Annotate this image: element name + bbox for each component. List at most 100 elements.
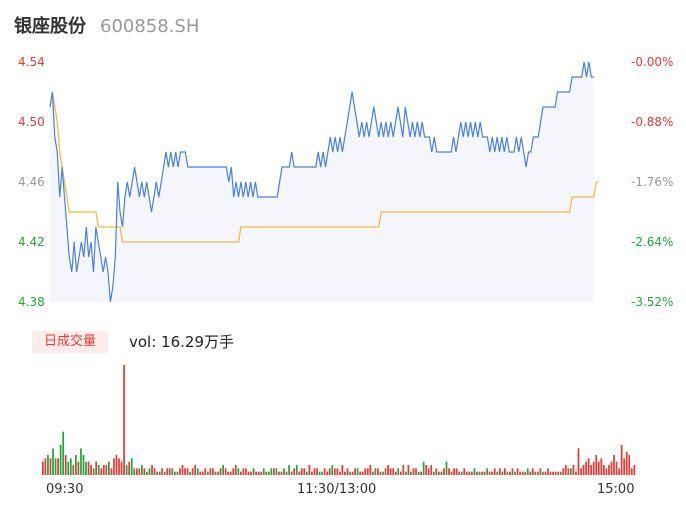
volume-bar xyxy=(445,461,448,475)
volume-bar xyxy=(306,471,308,475)
volume-bar xyxy=(82,455,85,475)
volume-bar xyxy=(265,471,268,475)
volume-bar xyxy=(339,471,341,475)
volume-bar xyxy=(537,471,539,475)
volume-bar xyxy=(181,465,184,475)
volume-bar xyxy=(623,458,626,475)
volume-bar xyxy=(455,468,458,475)
volume-bar xyxy=(590,465,593,475)
volume-bar xyxy=(90,465,92,475)
volume-bar xyxy=(511,468,514,475)
stock-name: 银座股份 xyxy=(14,16,86,37)
volume-bar xyxy=(300,468,303,475)
volume-bar xyxy=(361,471,364,475)
volume-bar xyxy=(204,468,207,475)
volume-bar xyxy=(148,468,151,475)
volume-bar xyxy=(201,471,204,475)
volume-bar xyxy=(600,458,603,475)
volume-bar xyxy=(247,471,250,475)
volume-bar xyxy=(585,461,587,475)
volume-bar xyxy=(207,471,209,475)
volume-bar xyxy=(270,468,273,475)
volume-bar xyxy=(415,468,417,475)
volume-bar xyxy=(486,468,488,475)
volume-bar xyxy=(285,471,288,475)
volume-bar xyxy=(318,471,321,475)
volume-bar xyxy=(481,471,483,475)
volume-bar xyxy=(245,468,247,475)
volume-bar xyxy=(278,471,280,475)
volume-bar xyxy=(275,468,278,475)
volume-bar xyxy=(577,448,580,475)
volume-bar xyxy=(597,461,600,475)
volume-bar xyxy=(44,458,47,475)
volume-bars xyxy=(42,365,636,475)
volume-bar xyxy=(567,468,570,475)
volume-bar xyxy=(102,465,105,475)
volume-bar xyxy=(554,471,557,475)
volume-bar xyxy=(321,471,323,475)
volume-bar xyxy=(222,465,224,475)
volume-bar xyxy=(341,465,344,475)
volume-bar xyxy=(458,471,461,475)
volume-bar xyxy=(435,468,438,475)
volume-bar xyxy=(410,471,412,475)
volume-bar xyxy=(412,468,415,475)
volume-bar xyxy=(237,468,240,475)
volume-bar xyxy=(359,471,362,475)
x-tick-label: 15:00 xyxy=(597,482,635,497)
volume-bar xyxy=(443,468,445,475)
volume-bar xyxy=(260,471,263,475)
volume-bar xyxy=(620,445,623,475)
volume-bar xyxy=(438,471,440,475)
volume-bar xyxy=(138,468,141,475)
volume-bar xyxy=(92,468,95,475)
volume-bar xyxy=(67,461,70,475)
volume-bar xyxy=(465,471,468,475)
volume-bar xyxy=(471,471,473,475)
volume-bar xyxy=(346,468,349,475)
title-row: 银座股份 600858.SH xyxy=(14,12,199,38)
volume-bar xyxy=(544,471,547,475)
volume-bar xyxy=(526,468,529,475)
volume-bar xyxy=(290,471,293,475)
volume-bar xyxy=(450,471,453,475)
volume-bar xyxy=(399,471,402,475)
volume-bar xyxy=(64,455,67,475)
pct-tick-label: -1.76% xyxy=(631,175,674,189)
y-tick-label: 4.46 xyxy=(18,175,45,189)
volume-bar xyxy=(384,468,387,475)
volume-bar xyxy=(80,448,82,475)
volume-bar xyxy=(97,465,100,475)
volume-bar xyxy=(250,471,252,475)
volume-bar xyxy=(417,471,420,475)
volume-bar xyxy=(143,468,146,475)
volume-bar xyxy=(473,468,476,475)
volume-bar xyxy=(463,468,466,475)
volume-bar xyxy=(506,471,509,475)
volume-bar xyxy=(440,471,443,475)
volume-bar xyxy=(313,468,316,475)
volume-bar xyxy=(179,468,181,475)
volume-bar xyxy=(168,468,171,475)
volume-bar xyxy=(468,471,471,475)
volume-bar xyxy=(135,468,138,475)
pct-tick-label: -0.88% xyxy=(631,115,674,129)
volume-bar xyxy=(389,468,392,475)
volume-bar xyxy=(488,471,491,475)
volume-bar xyxy=(521,471,524,475)
volume-bar xyxy=(85,461,87,475)
volume-bar xyxy=(476,471,478,475)
volume-bar xyxy=(420,471,422,475)
volume-bar xyxy=(47,455,49,475)
volume-bar xyxy=(229,471,232,475)
volume-bar xyxy=(562,468,565,475)
volume-bar xyxy=(209,468,212,475)
volume-bar xyxy=(547,468,549,475)
volume-bar xyxy=(72,465,75,475)
volume-bar xyxy=(407,465,410,475)
volume-bar xyxy=(110,468,113,475)
volume-bar xyxy=(141,465,143,475)
volume-bar xyxy=(595,455,598,475)
